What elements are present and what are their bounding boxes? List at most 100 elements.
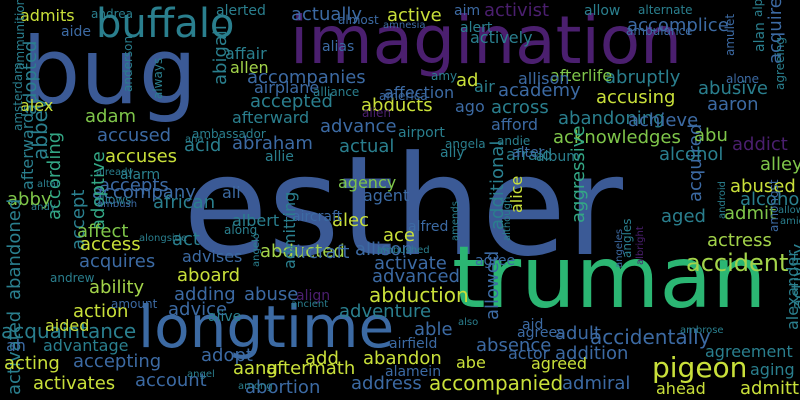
cloud-word: adopt [201, 345, 253, 366]
cloud-word: afterward [232, 108, 310, 127]
cloud-word: accompanied [429, 371, 564, 395]
cloud-word: access [80, 234, 141, 255]
cloud-word: act [172, 229, 200, 250]
cloud-word: actually [291, 4, 363, 25]
cloud-word: ambush [97, 199, 138, 210]
cloud-word: across [491, 97, 549, 118]
cloud-word: acid [184, 135, 222, 156]
cloud-word: ad [456, 70, 479, 91]
cloud-word: aboard [177, 265, 241, 286]
cloud-word: add [305, 348, 339, 369]
cloud-word: along [224, 223, 258, 237]
cloud-word: alex [20, 96, 54, 115]
cloud-word: america [379, 89, 428, 103]
cloud-word: alcoholic [740, 189, 800, 210]
cloud-word: accepting [73, 351, 162, 372]
cloud-word: allowing [778, 205, 800, 216]
cloud-word: agrees [517, 325, 565, 341]
cloud-word: ambushed [377, 245, 430, 256]
cloud-word: almost [338, 13, 379, 27]
cloud-word: accused [97, 125, 172, 146]
cloud-word: amsterdam [11, 62, 25, 131]
cloud-word: although [502, 196, 513, 241]
cloud-word: ago [455, 97, 485, 116]
cloud-word: adoptive [88, 151, 109, 230]
cloud-word: aggressive [568, 125, 589, 223]
cloud-word: abduction [369, 283, 469, 307]
cloud-word: allowed [482, 250, 503, 320]
cloud-word: abducted [260, 241, 345, 262]
cloud-word: align [296, 288, 331, 304]
cloud-word: aged [661, 206, 706, 227]
cloud-word: advance [320, 116, 397, 137]
cloud-word: amnesia [383, 20, 426, 31]
cloud-word: angela [445, 137, 486, 151]
cloud-word: accepted [250, 91, 333, 112]
cloud-word: acting [4, 353, 60, 374]
cloud-word: ambulance [626, 24, 693, 38]
cloud-word: admitted [740, 378, 800, 399]
cloud-word: buffalo [96, 1, 235, 47]
cloud-word: alone [726, 72, 760, 86]
cloud-word: abe [456, 353, 486, 372]
cloud-word: adam [85, 106, 137, 127]
cloud-word: albert [232, 211, 280, 230]
cloud-word: alexander [783, 250, 800, 330]
cloud-word: african [153, 192, 216, 213]
cloud-word: aided [45, 316, 90, 335]
cloud-word: able [414, 319, 453, 340]
cloud-word: admitting [280, 191, 299, 269]
cloud-word: activate [374, 253, 447, 274]
cloud-word: achieve [628, 110, 699, 131]
cloud-word: abigail [210, 25, 231, 85]
cloud-word: accomplice [627, 15, 729, 36]
cloud-word: abusive [698, 78, 768, 99]
cloud-word: activates [33, 373, 116, 394]
cloud-word: aftermath [266, 358, 356, 379]
cloud-word: accusing [596, 87, 676, 108]
cloud-word: admits [20, 6, 75, 25]
cloud-word: ah [6, 336, 26, 355]
cloud-word: agency [338, 173, 397, 192]
cloud-word: among [238, 381, 273, 392]
cloud-word: amulet [723, 13, 737, 56]
cloud-word: aide [61, 24, 91, 40]
cloud-word: admit [724, 203, 777, 224]
cloud-word: andrew [50, 271, 95, 285]
cloud-word: aang [233, 358, 278, 379]
cloud-word: ally [440, 145, 465, 161]
cloud-word: active [387, 5, 442, 26]
cloud-word: agent [363, 186, 410, 205]
cloud-word: allow [584, 3, 621, 19]
cloud-word: andy [31, 202, 56, 213]
cloud-word: andie [497, 134, 531, 148]
cloud-word: angles [620, 218, 634, 258]
cloud-word: alert [460, 20, 493, 36]
cloud-word: alerted [216, 3, 266, 19]
cloud-word: ambassador [192, 127, 266, 141]
cloud-word: abandoned [4, 198, 25, 300]
cloud-word: addict [732, 134, 788, 155]
cloud-word: admiral [562, 373, 631, 394]
cloud-word: agreeing [773, 37, 787, 90]
cloud-word: airfield [389, 336, 438, 352]
cloud-word: addition [555, 343, 629, 364]
cloud-word: also [458, 317, 479, 328]
cloud-word: alive [208, 309, 242, 325]
cloud-word: adult [555, 323, 601, 344]
cloud-word: abused [730, 176, 796, 197]
cloud-word: amy [431, 69, 458, 83]
cloud-word: alongside [139, 233, 188, 244]
cloud-word: angel [187, 369, 215, 380]
cloud-word: alamein [385, 364, 442, 380]
cloud-word: esther [183, 126, 624, 287]
cloud-word: always [151, 57, 165, 99]
cloud-word: accompanies [247, 67, 366, 88]
cloud-word: aircraft [285, 242, 350, 263]
cloud-word: truman [452, 228, 767, 328]
cloud-word: anderson [121, 35, 135, 92]
cloud-word: affair [225, 44, 267, 63]
cloud-word: allen [230, 58, 269, 77]
cloud-word: ambrose [680, 325, 724, 336]
cloud-word: albright [635, 226, 646, 265]
